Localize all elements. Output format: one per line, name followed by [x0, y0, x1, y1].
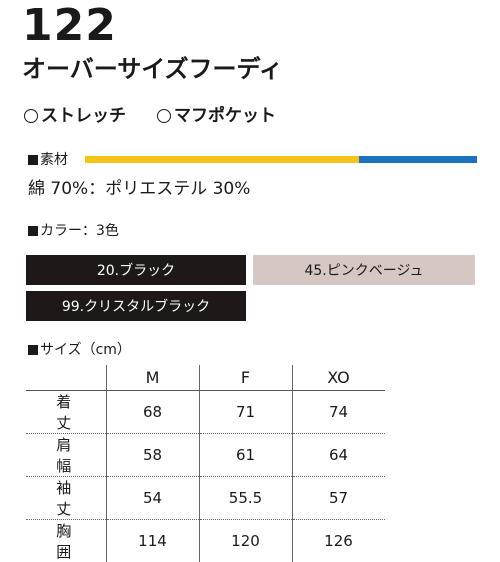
feature-label: ストレッチ	[41, 104, 126, 128]
table-row: 胸囲 114 120 126	[26, 520, 385, 562]
color-swatch-crystal-black: 99.クリスタルブラック	[26, 291, 246, 321]
table-row: 袖丈 54 55.5 57	[26, 477, 385, 520]
size-table: M F XO 着丈 68 71 74 肩幅 58 61 64 袖丈 54 55.…	[26, 365, 385, 562]
row-label: 胸囲	[26, 520, 106, 562]
size-column-xo: XO	[292, 365, 385, 391]
color-swatch-pink-beige: 45.ピンクベージュ	[253, 255, 475, 285]
row-label: 肩幅	[26, 434, 106, 477]
size-column-m: M	[106, 365, 199, 391]
table-cell: 55.5	[199, 477, 292, 520]
table-row: 着丈 68 71 74	[26, 391, 385, 434]
table-cell: 57	[292, 477, 385, 520]
table-cell: 64	[292, 434, 385, 477]
table-cell: 58	[106, 434, 199, 477]
row-label: 着丈	[26, 391, 106, 434]
size-column-f: F	[199, 365, 292, 391]
square-bullet-icon	[28, 155, 38, 165]
product-number: 122	[22, 2, 117, 50]
table-cell: 120	[199, 520, 292, 562]
material-bar-cotton	[85, 156, 359, 163]
feature-label: マフポケット	[174, 104, 276, 128]
table-cell: 54	[106, 477, 199, 520]
table-cell: 126	[292, 520, 385, 562]
square-bullet-icon	[28, 345, 38, 355]
table-cell: 68	[106, 391, 199, 434]
material-heading: 素材	[28, 151, 68, 169]
table-cell: 61	[199, 434, 292, 477]
table-cell: 74	[292, 391, 385, 434]
circle-icon	[24, 109, 38, 123]
size-table-corner	[26, 365, 106, 391]
circle-icon	[157, 109, 171, 123]
table-row: 肩幅 58 61 64	[26, 434, 385, 477]
size-table-header: M F XO	[26, 365, 385, 391]
product-name: オーバーサイズフーディ	[22, 54, 283, 84]
color-swatch-black: 20.ブラック	[26, 255, 246, 285]
feature-stretch: ストレッチ	[24, 104, 126, 128]
color-heading-text: カラー：3色	[40, 222, 119, 240]
table-cell: 71	[199, 391, 292, 434]
material-heading-text: 素材	[40, 151, 68, 169]
material-bar-polyester	[359, 156, 477, 163]
feature-muff-pocket: マフポケット	[157, 104, 276, 128]
color-heading: カラー：3色	[28, 222, 119, 240]
square-bullet-icon	[28, 226, 38, 236]
size-heading: サイズ（cm）	[28, 341, 131, 359]
material-composition-bar	[85, 156, 477, 163]
table-cell: 114	[106, 520, 199, 562]
material-text: 綿 70%：ポリエステル 30%	[28, 178, 250, 200]
row-label: 袖丈	[26, 477, 106, 520]
size-heading-text: サイズ（cm）	[40, 341, 131, 359]
